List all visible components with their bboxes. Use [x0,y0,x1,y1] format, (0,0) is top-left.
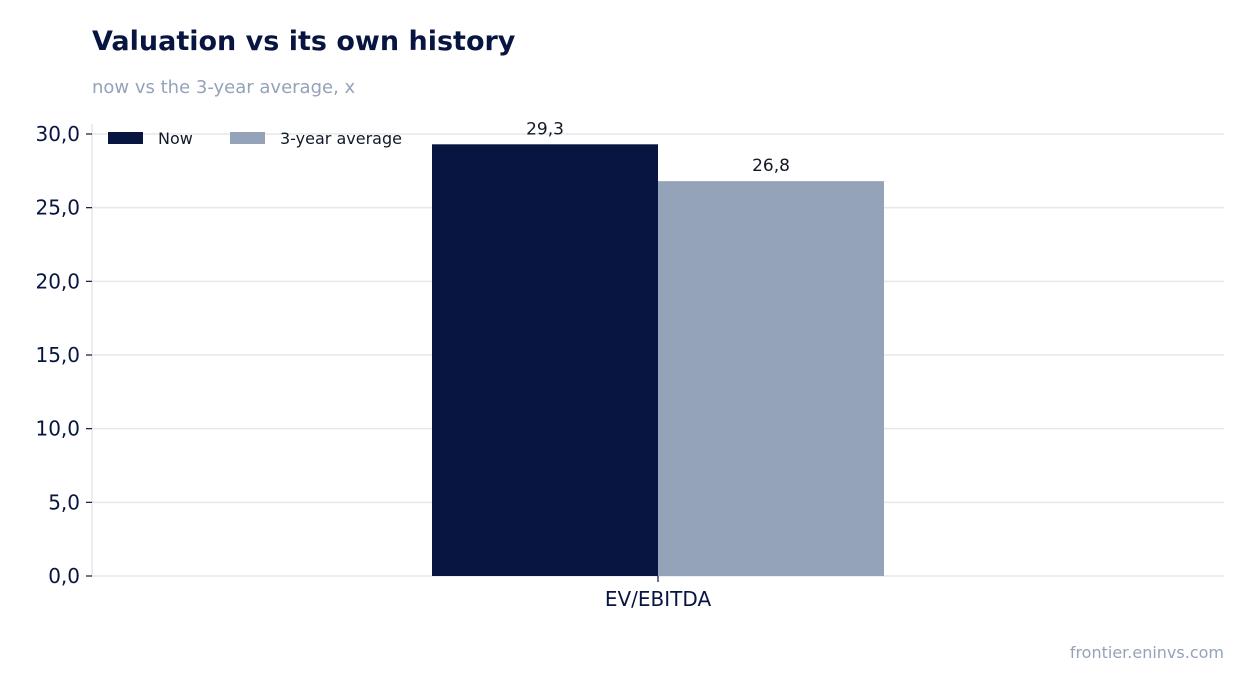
bars: 29,3 26,8 [432,119,884,576]
x-tick-label: EV/EBITDA [605,587,712,611]
y-tick-label: 30,0 [35,122,80,146]
legend-label: Now [158,129,193,148]
y-tick-label: 25,0 [35,196,80,220]
y-tick-label: 10,0 [35,417,80,441]
bar [432,144,658,576]
chart-subtitle: now vs the 3-year average, x [92,77,356,98]
y-tick-label: 15,0 [35,343,80,367]
chart-title: Valuation vs its own history [92,26,516,57]
bar [658,181,884,576]
y-axis: 0,0 5,0 10,0 15,0 20,0 25,0 30,0 [35,122,93,588]
legend-label: 3-year average [280,129,402,148]
y-tick-label: 0,0 [48,564,80,588]
source-credit: frontier.eninvs.com [1069,643,1224,662]
bar-value-label: 29,3 [526,119,564,139]
x-axis: EV/EBITDA [605,576,712,611]
y-tick-label: 5,0 [48,490,80,514]
legend-swatch [230,132,265,144]
y-tick-label: 20,0 [35,269,80,293]
legend: Now 3-year average [108,129,402,148]
bar-value-label: 26,8 [752,156,790,176]
legend-swatch [108,132,143,144]
